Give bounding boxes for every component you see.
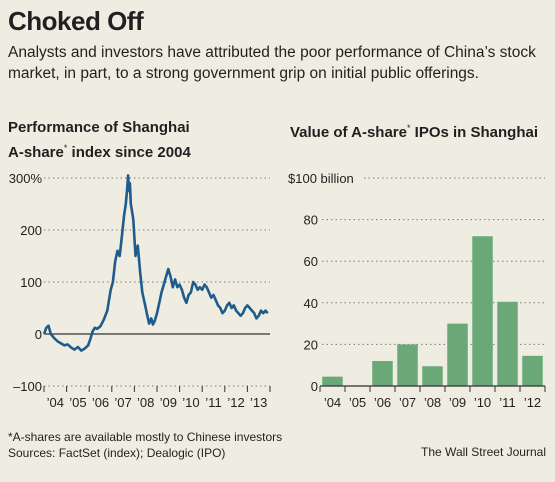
- bar-y-tick-label: 0: [311, 379, 318, 394]
- line-x-tick-label: ’05: [69, 395, 86, 410]
- footnote: *A-shares are available mostly to Chines…: [8, 430, 283, 444]
- bar: [422, 366, 443, 386]
- bar-x-tick-label: ’04: [324, 395, 341, 410]
- bar-x-tick-label: ’08: [424, 395, 441, 410]
- line-y-tick-label: –100: [13, 379, 42, 394]
- bar-y-tick-label: $100 billion: [288, 171, 354, 186]
- line-chart-title-line-2a: A-share: [8, 144, 64, 161]
- bar-x-tick-label: ’10: [474, 395, 491, 410]
- bar-y-tick-label: 20: [304, 337, 318, 352]
- bar-chart-title-sup: *: [406, 123, 411, 133]
- bar-y-tick-label: 40: [304, 296, 318, 311]
- line-chart: –100 0 100 200 300% ’04 ’05 ’06 ’07 ’08 ’09 ’10 ’11 ’…: [9, 171, 271, 410]
- line-x-tick-label: ’10: [182, 395, 199, 410]
- page-title: Choked Off: [8, 6, 144, 36]
- line-y-tick-label: 0: [35, 327, 42, 342]
- line-chart-title: Performance of Shanghai A-share* index s…: [8, 118, 191, 163]
- sources: Sources: FactSet (index); Dealogic (IPO): [8, 446, 226, 460]
- page-subtitle: Analysts and investors have attributed t…: [8, 44, 536, 82]
- line-series-index: [42, 174, 269, 352]
- line-y-tick-label: 200: [20, 223, 42, 238]
- line-x-tick-label: ’12: [227, 395, 244, 410]
- line-chart-title-sup: *: [63, 143, 68, 153]
- line-y-tick-label: 100: [20, 275, 42, 290]
- bar: [322, 376, 343, 386]
- footnote-block: *A-shares are available mostly to Chines…: [8, 429, 282, 461]
- bar-chart-title: Value of A-share* IPOs in Shanghai: [290, 118, 538, 143]
- line-x-tick-label: ’13: [250, 395, 267, 410]
- bar-x-tick-label: ’06: [374, 395, 391, 410]
- bar-x-tick-label: ’11: [499, 395, 515, 410]
- bar: [522, 355, 543, 386]
- line-chart-title-line-1: Performance of Shanghai: [8, 119, 190, 136]
- bar: [447, 323, 468, 386]
- line-x-tick-label: ’06: [92, 395, 109, 410]
- bar-x-tick-label: ’07: [399, 395, 416, 410]
- line-chart-title-line-2b: index since 2004: [67, 144, 191, 161]
- bar: [497, 301, 518, 386]
- line-y-tick-label: 300%: [9, 171, 43, 186]
- line-x-tick-label: ’07: [114, 395, 131, 410]
- bar-x-tick-label: ’09: [449, 395, 466, 410]
- bar: [372, 361, 393, 386]
- bar-x-tick-label: ’05: [349, 395, 366, 410]
- line-x-tick-label: ’04: [47, 395, 64, 410]
- bar: [472, 236, 493, 386]
- bar-chart: 0 20 40 60 80 $100 billion ’04 ’05 ’06 ’07 ’08 ’09 ’…: [288, 171, 546, 410]
- credit: The Wall Street Journal: [421, 445, 546, 459]
- bar: [397, 344, 418, 386]
- line-x-tick-label: ’09: [160, 395, 177, 410]
- bar-chart-title-b: IPOs in Shanghai: [410, 124, 539, 141]
- line-x-tick-label: ’11: [205, 395, 221, 410]
- line-x-tick-label: ’08: [137, 395, 154, 410]
- bar-x-tick-label: ’12: [524, 395, 541, 410]
- bar-y-tick-label: 80: [304, 213, 318, 228]
- bar-chart-title-a: Value of A-share: [290, 124, 407, 141]
- bar-y-tick-label: 60: [304, 254, 318, 269]
